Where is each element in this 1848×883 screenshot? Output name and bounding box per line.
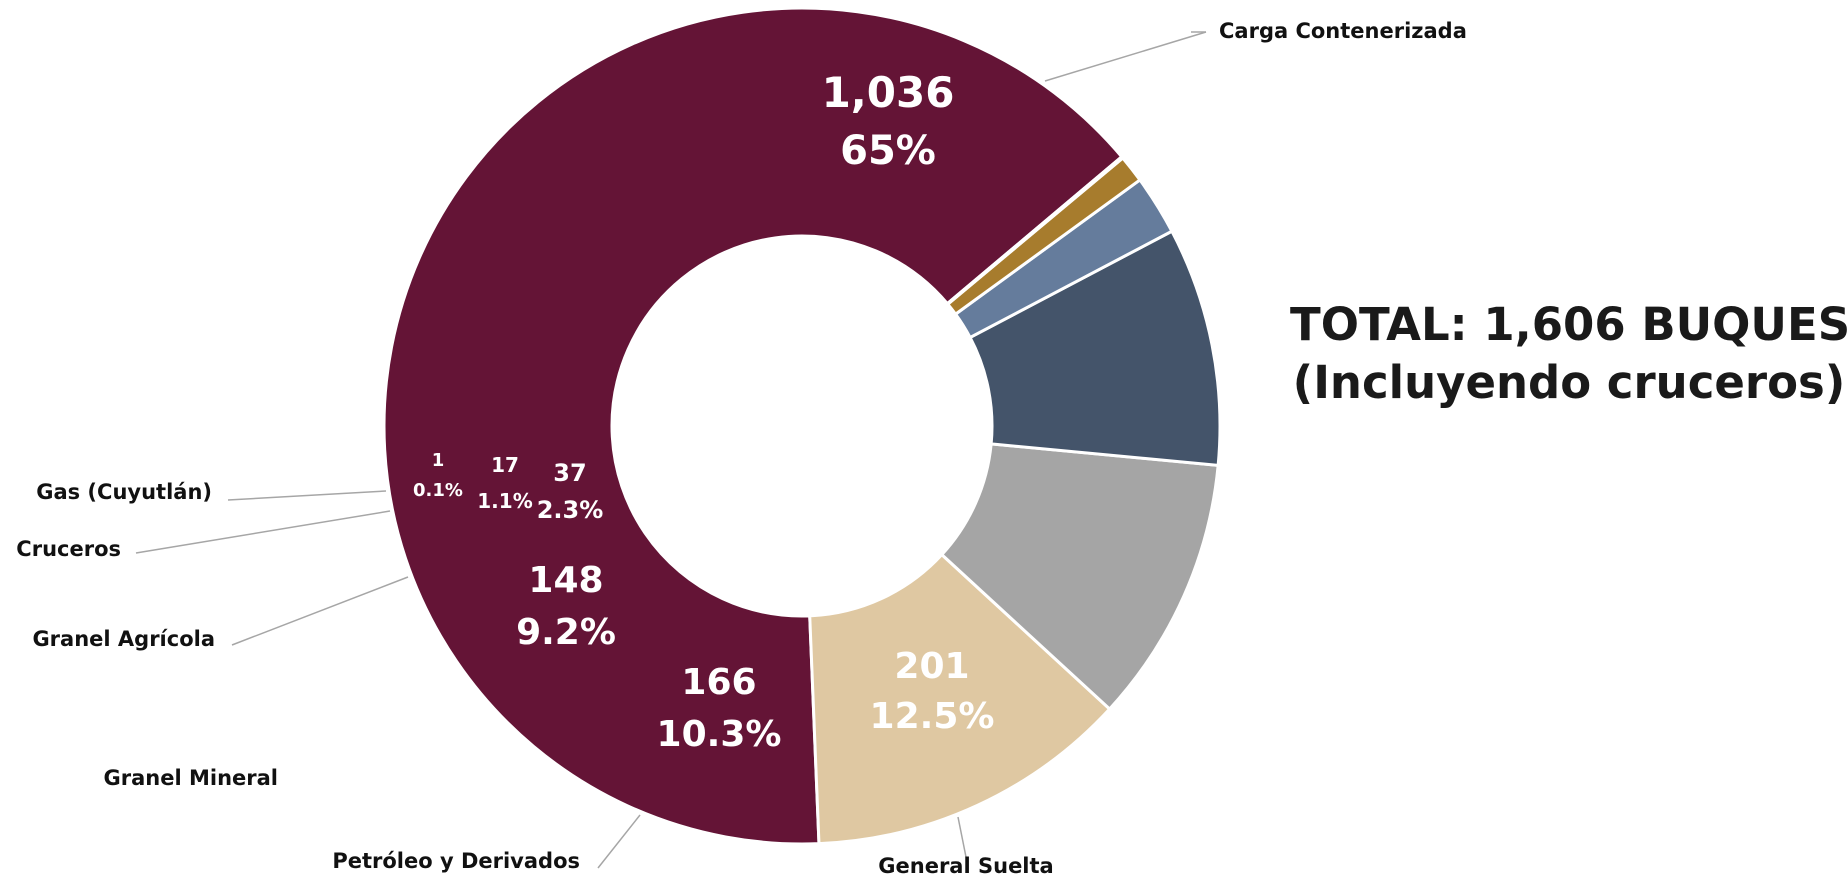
total-annotation-line1: TOTAL: 1,606 BUQUES (1290, 298, 1848, 351)
percent-label: 9.2% (516, 612, 616, 653)
category-label: Petróleo y Derivados (332, 849, 580, 873)
value-label: 166 (681, 662, 756, 703)
slice-granel-mineral (968, 229, 1222, 468)
category-label: Granel Agrícola (32, 627, 215, 651)
value-label: 1,036 (822, 68, 955, 117)
leader-line (1044, 31, 1207, 82)
value-label: 37 (553, 459, 586, 487)
slices (382, 6, 1222, 846)
slice-gas-cuyutl-n- (945, 154, 1125, 307)
value-label: 201 (894, 646, 969, 687)
percent-label: 65% (840, 128, 936, 174)
percent-label: 1.1% (477, 489, 532, 513)
category-label: Gas (Cuyutlán) (36, 480, 212, 504)
labels: 1,036 65% Carga Contenerizada 201 12.5% Gener… (16, 19, 1467, 878)
slice-carga-contenerizada (382, 6, 1124, 846)
leader-line (231, 576, 409, 646)
value-label: 148 (528, 560, 603, 601)
leader-lines (135, 31, 1207, 869)
total-annotation-line2: (Incluyendo cruceros) (1292, 356, 1846, 409)
value-label: 17 (491, 453, 519, 477)
leader-line (597, 814, 641, 869)
percent-label: 10.3% (657, 714, 782, 755)
leader-line (227, 490, 387, 501)
leader-line (135, 510, 391, 554)
percent-label: 12.5% (870, 696, 995, 737)
slice-general-suelta (808, 552, 1112, 846)
value-label: 1 (432, 450, 445, 471)
percent-label: 2.3% (537, 496, 604, 524)
slice-petr-leo-y-derivados (939, 442, 1220, 712)
category-label: Carga Contenerizada (1219, 19, 1467, 43)
slice-granel-agr-cola (953, 177, 1174, 340)
category-label: Cruceros (16, 537, 121, 561)
leader-line (957, 816, 967, 858)
percent-label: 0.1% (413, 480, 463, 501)
category-label: General Suelta (878, 854, 1053, 878)
category-label: Granel Mineral (104, 766, 278, 790)
